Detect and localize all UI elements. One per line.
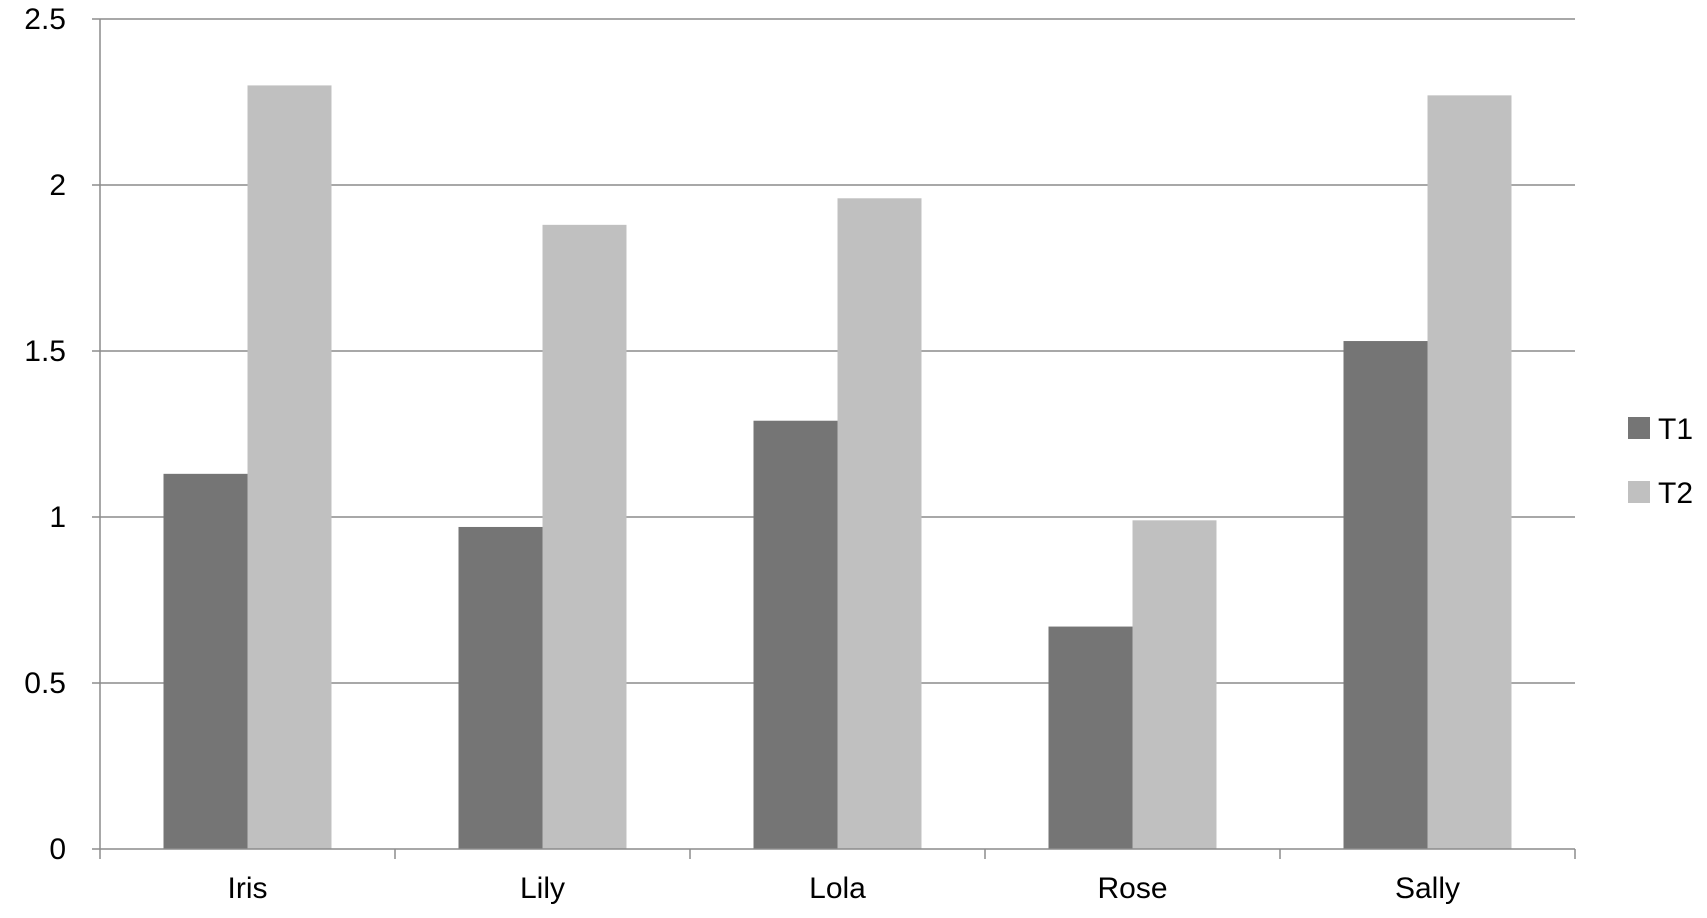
y-tick-label: 1 [49,501,66,534]
y-tick-labels: 0 0.5 1 1.5 2 2.5 [24,3,66,866]
bar-t2-lola [837,198,922,849]
x-tick-label: Lola [809,872,866,905]
y-tick-label: 2 [49,169,66,202]
y-tick-label: 0 [49,833,66,866]
bars [163,85,1512,850]
y-tick-label: 0.5 [24,667,66,700]
legend-label-t2: T2 [1658,477,1693,510]
bar-t1-sally [1343,341,1428,849]
bar-t1-lily [458,526,543,849]
x-tick-labels: Iris Lily Lola Rose Sally [228,872,1461,905]
bar-t1-lola [753,420,838,849]
legend-swatch-t1 [1628,417,1650,439]
x-tick-label: Rose [1097,872,1167,905]
axes [92,18,1576,859]
bar-t2-sally [1427,95,1512,850]
bar-t1-iris [163,473,248,849]
y-tick-label: 2.5 [24,3,66,36]
x-tick-label: Iris [228,872,268,905]
bar-t2-iris [247,85,332,849]
bar-t2-lily [542,224,627,850]
y-tick-label: 1.5 [24,335,66,368]
x-tick-label: Sally [1395,872,1460,905]
legend-swatch-t2 [1628,481,1650,503]
bar-t2-rose [1132,520,1217,849]
x-tick-label: Lily [520,872,565,905]
legend: T1 T2 [1628,413,1693,510]
bar-t1-rose [1048,626,1133,849]
legend-label-t1: T1 [1658,413,1693,446]
